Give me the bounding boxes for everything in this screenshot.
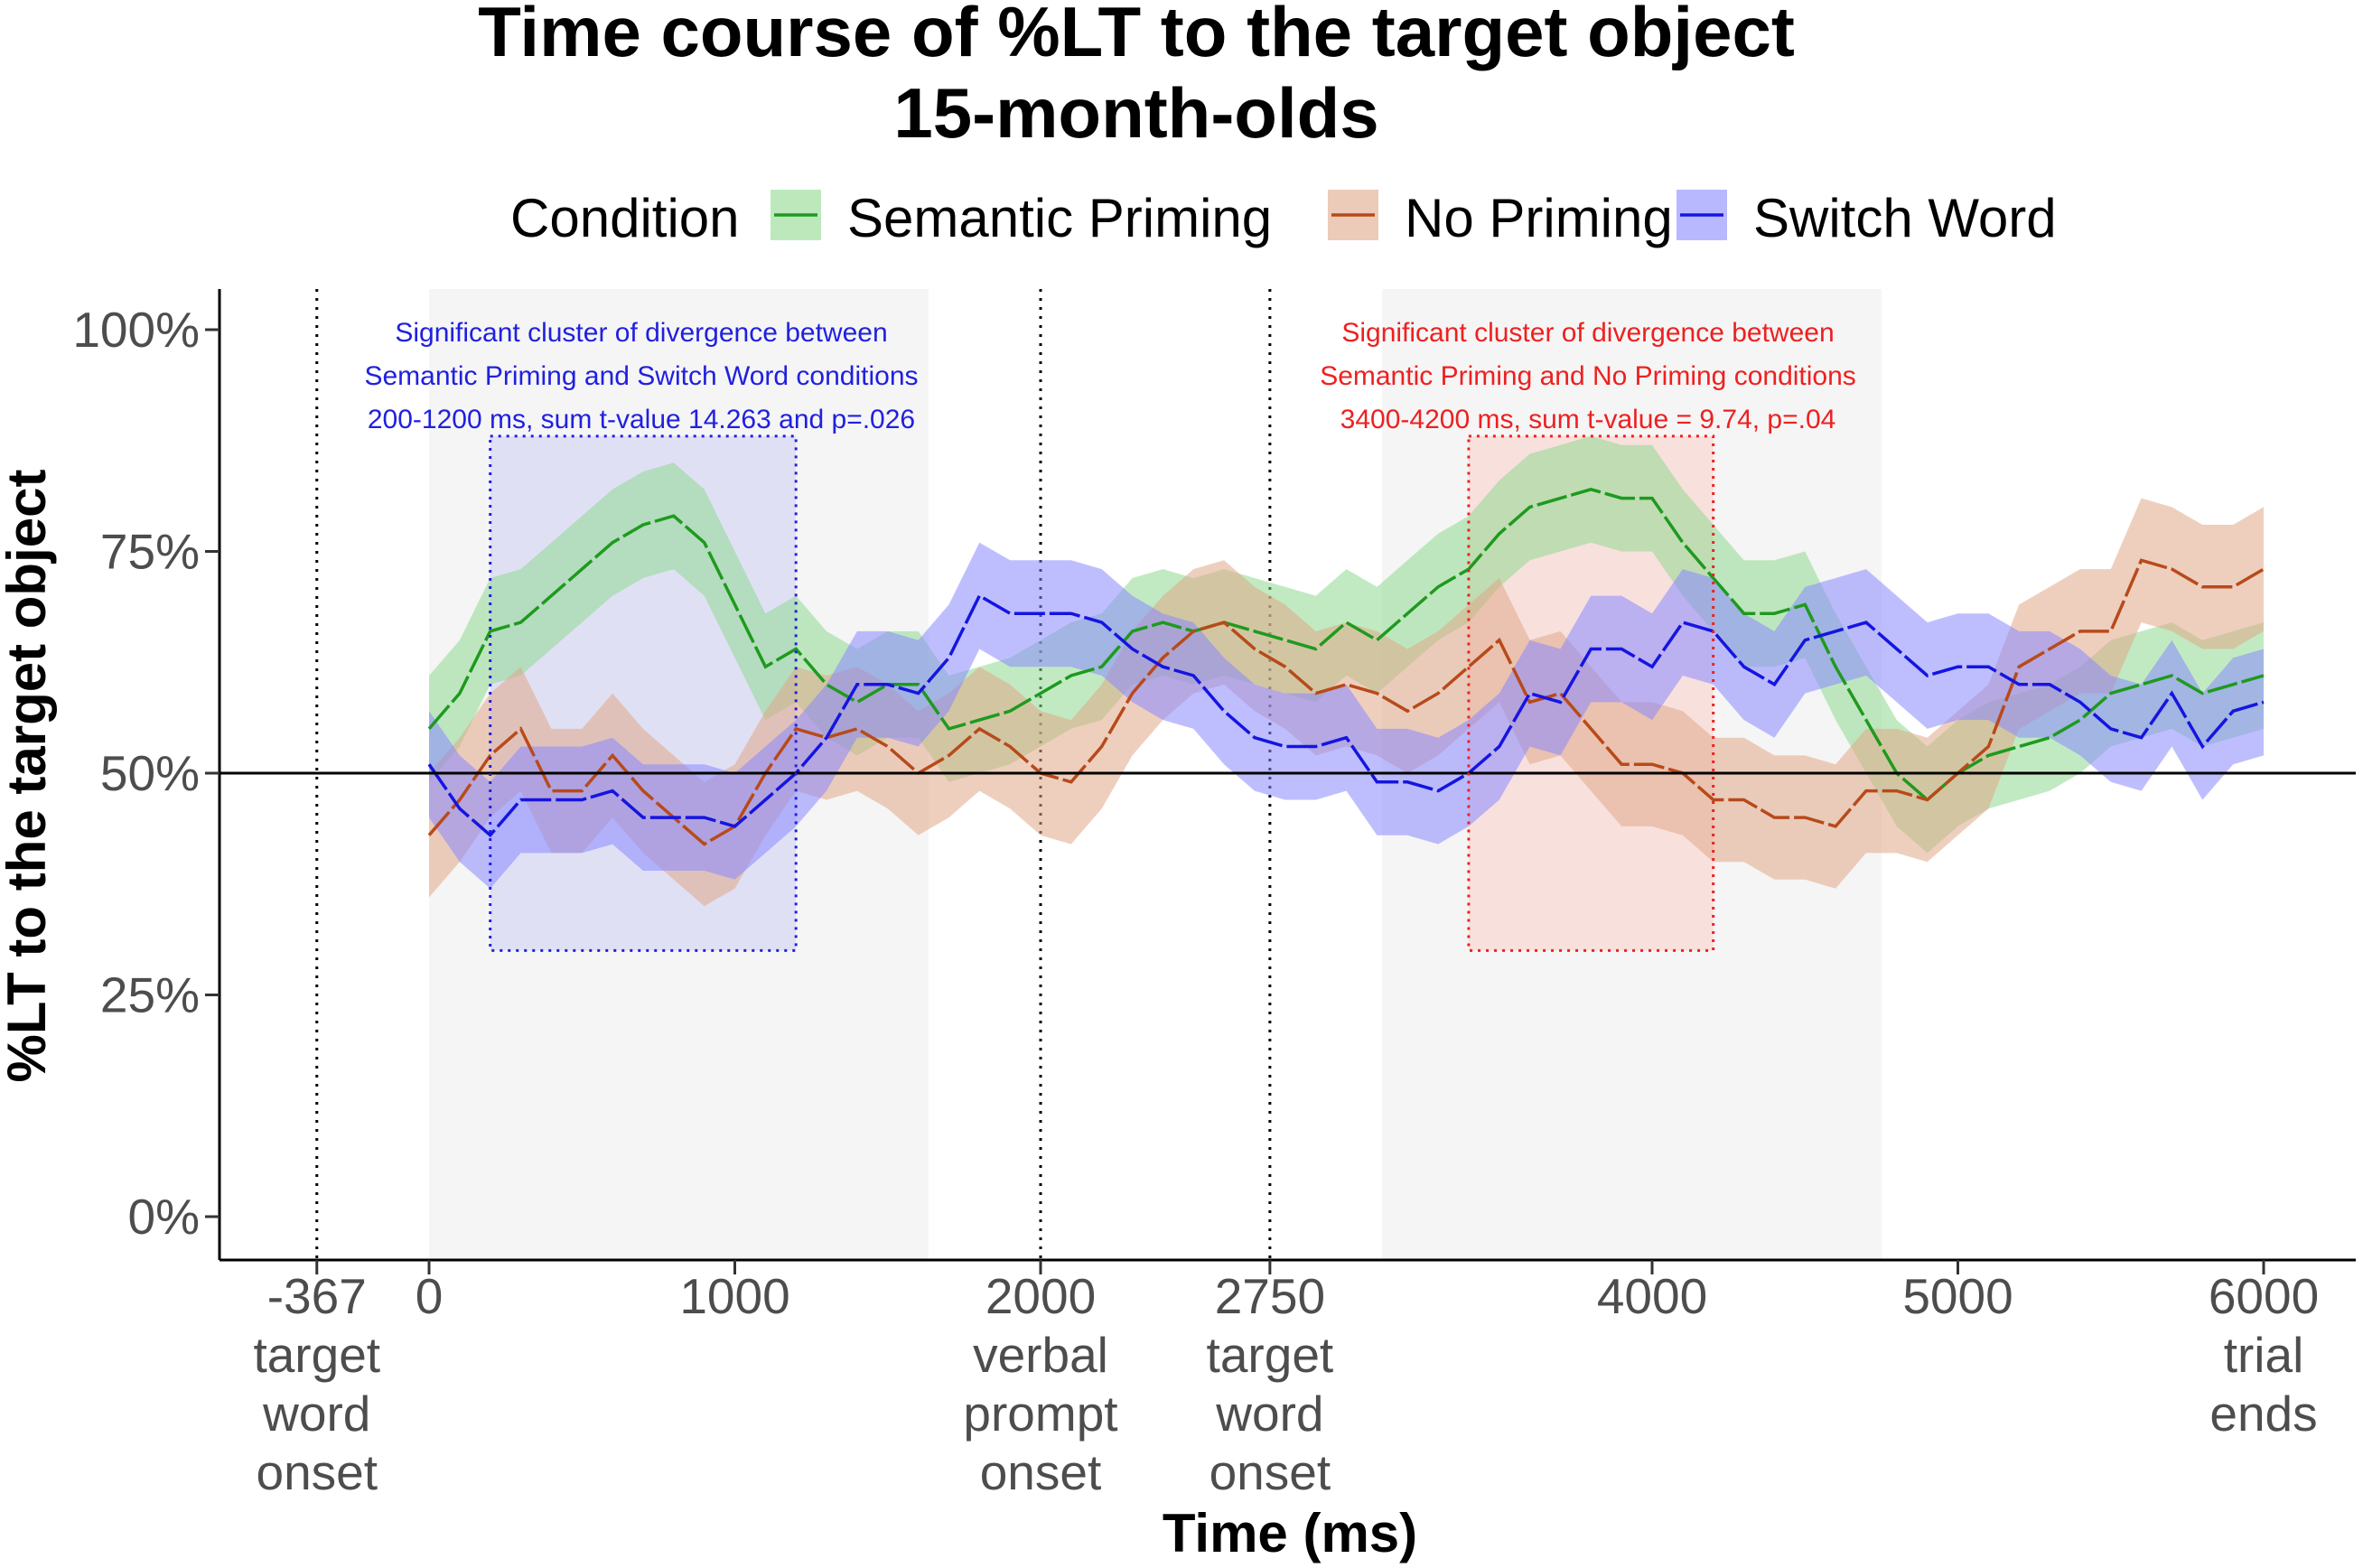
x-tick-label-6-line-0: 5000	[1902, 1268, 2013, 1324]
x-tick-label-0-line-1: target	[253, 1327, 380, 1383]
x-tick-label-3-line-2: prompt	[963, 1386, 1117, 1442]
x-tick-label-2-line-0: 1000	[679, 1268, 789, 1324]
x-tick-label-5-line-0: 4000	[1597, 1268, 1707, 1324]
cluster-annotation-0-line-2: 200-1200 ms, sum t-value 14.263 and p=.0…	[368, 405, 915, 434]
x-tick-label-0-line-0: -367	[267, 1268, 367, 1324]
x-tick-label-3-line-0: 2000	[985, 1268, 1096, 1324]
x-tick-label-4-line-1: target	[1207, 1327, 1334, 1383]
x-tick-label-7-line-2: ends	[2209, 1386, 2317, 1442]
cluster-annotation-0-line-1: Semantic Priming and Switch Word conditi…	[364, 361, 918, 391]
x-tick-label-0-line-3: onset	[256, 1444, 378, 1500]
y-tick-label-3: 75%	[100, 524, 200, 580]
cluster-box-outline-1	[1467, 434, 1715, 952]
legend: Semantic Priming No Priming Switch Word	[771, 188, 2057, 248]
y-tick-label-2: 50%	[100, 745, 200, 801]
x-tick-label-4-line-2: word	[1215, 1386, 1323, 1442]
x-tick-label-3-line-1: verbal	[973, 1327, 1108, 1383]
plot-area: Significant cluster of divergence betwee…	[72, 289, 2356, 1500]
chart-subtitle: 15-month-olds	[893, 73, 1378, 153]
x-axis-title: Time (ms)	[1163, 1503, 1417, 1563]
cluster-box-outline-0	[489, 434, 798, 952]
y-tick-label-0: 0%	[128, 1189, 201, 1245]
legend-title: Condition	[510, 188, 740, 248]
x-tick-label-3-line-3: onset	[980, 1444, 1102, 1500]
y-tick-label-1: 25%	[100, 967, 200, 1023]
cluster-annotation-1-line-2: 3400-4200 ms, sum t-value = 9.74, p=.04	[1340, 405, 1836, 434]
x-tick-label-7-line-0: 6000	[2209, 1268, 2319, 1324]
series-line-2	[427, 593, 2265, 838]
cluster-annotation-1-line-1: Semantic Priming and No Priming conditio…	[1320, 361, 1856, 391]
legend-label-0: Semantic Priming	[847, 188, 1272, 248]
chart-title: Time course of %LT to the target object	[478, 0, 1795, 71]
x-tick-label-4-line-3: onset	[1210, 1444, 1331, 1500]
ribbon-2	[429, 542, 2264, 889]
cluster-annotation-1-line-0: Significant cluster of divergence betwee…	[1341, 318, 1834, 348]
legend-label-1: No Priming	[1405, 188, 1673, 248]
y-tick-label-4: 100%	[72, 302, 200, 358]
legend-label-2: Switch Word	[1753, 188, 2057, 248]
x-tick-label-4-line-0: 2750	[1215, 1268, 1325, 1324]
y-axis-title: %LT to the target object	[0, 470, 57, 1083]
cluster-annotation-0-line-0: Significant cluster of divergence betwee…	[395, 318, 887, 348]
x-tick-label-1-line-0: 0	[416, 1268, 444, 1324]
x-tick-label-7-line-1: trial	[2224, 1327, 2304, 1383]
x-tick-label-0-line-2: word	[262, 1386, 370, 1442]
